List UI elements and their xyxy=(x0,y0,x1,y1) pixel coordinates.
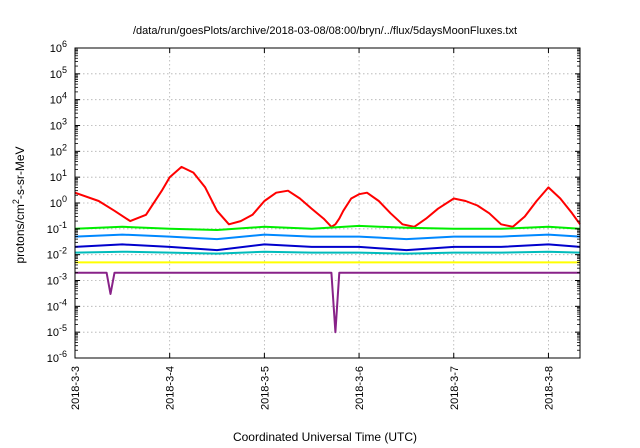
y-tick-label: 100 xyxy=(50,194,67,210)
series-line xyxy=(74,233,581,241)
series-line xyxy=(74,250,581,255)
y-tick-label: 10-2 xyxy=(47,246,67,262)
series-line xyxy=(74,165,581,228)
chart-title: /data/run/goesPlots/archive/2018-03-08/0… xyxy=(133,25,517,37)
series-line xyxy=(74,224,581,231)
y-axis-title-suffix: -s-sr-MeV xyxy=(13,146,27,199)
x-tick-label: 2018-3-6 xyxy=(354,366,366,410)
y-tick-label: 101 xyxy=(50,168,67,184)
axis-ticks: 10-6 10-5 10-4 10-3 10-2 10-1 100 101 102 103 104 1… xyxy=(47,39,580,410)
y-tick-label: 103 xyxy=(50,117,67,133)
y-axis-title-prefix: protons/cm xyxy=(13,204,27,263)
x-tick-label: 2018-3-5 xyxy=(259,366,271,410)
series-line xyxy=(75,271,580,334)
x-axis-title: Coordinated Universal Time (UTC) xyxy=(233,430,417,444)
y-tick-label: 10-3 xyxy=(47,272,67,288)
x-tick-label: 2018-3-7 xyxy=(449,366,461,410)
y-tick-label: 106 xyxy=(50,39,67,55)
y-tick-label: 10-4 xyxy=(47,297,67,313)
x-tick-label: 2018-3-3 xyxy=(70,366,82,410)
y-tick-label: 10-5 xyxy=(47,323,67,339)
y-tick-label: 10-6 xyxy=(47,349,67,365)
grid-lines xyxy=(75,48,580,358)
y-tick-label: 102 xyxy=(50,142,67,158)
series-lines xyxy=(74,165,581,334)
y-tick-label: 10-1 xyxy=(47,220,67,236)
y-axis-title-sup: 2 xyxy=(11,199,21,204)
series-line xyxy=(74,243,581,252)
x-tick-label: 2018-3-4 xyxy=(165,366,177,410)
y-tick-label: 105 xyxy=(50,65,67,81)
y-axis-title: protons/cm2-s-sr-MeV xyxy=(11,146,27,263)
y-tick-label: 104 xyxy=(50,91,67,107)
x-tick-label: 2018-3-8 xyxy=(543,366,555,410)
